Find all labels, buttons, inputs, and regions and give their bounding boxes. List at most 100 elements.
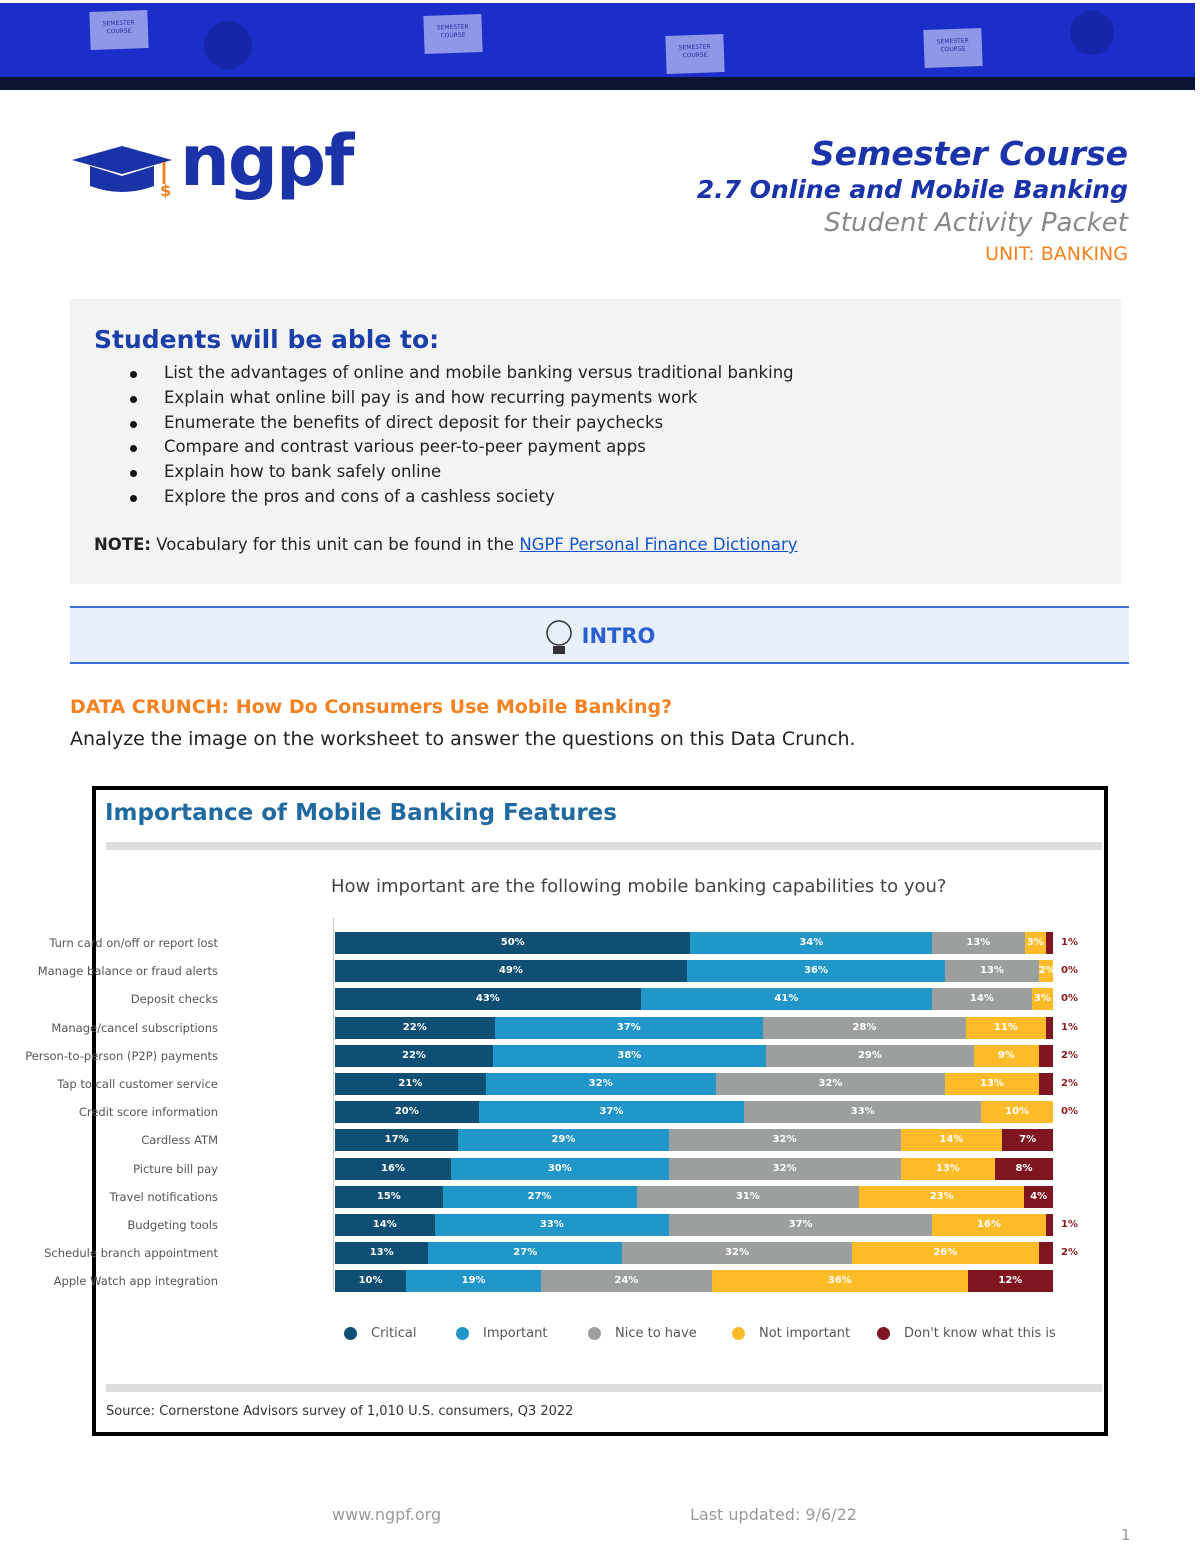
bar-segment: 36%	[686, 960, 946, 983]
ngpf-logo: $ ngpf	[72, 126, 355, 198]
gauge-icon	[204, 21, 252, 69]
data-label: 0%	[1061, 965, 1078, 977]
chart-subtitle: How important are the following mobile b…	[331, 876, 947, 897]
dictionary-link[interactable]: NGPF Personal Finance Dictionary	[519, 535, 798, 554]
bar-segment: 16%	[932, 1214, 1046, 1236]
bar-segment: 27%	[442, 1185, 637, 1208]
list-item: Explore the pros and cons of a cashless …	[130, 485, 794, 510]
category-label: Manage balance or fraud alerts	[37, 964, 218, 979]
bar-segment: 20%	[335, 1101, 479, 1124]
data-label: 0%	[1061, 993, 1078, 1005]
category-label: Budgeting tools	[127, 1218, 218, 1232]
bar-segment: 32%	[715, 1073, 946, 1095]
bar-segment: 43%	[335, 988, 641, 1011]
list-item: List the advantages of online and mobile…	[130, 361, 794, 386]
lesson-title: 2.7 Online and Mobile Banking	[696, 175, 1128, 204]
legend-item: Critical	[344, 1326, 416, 1341]
bar-segment: 32%	[668, 1129, 901, 1152]
bar-segment: 23%	[859, 1185, 1025, 1208]
objectives-list: List the advantages of online and mobile…	[130, 361, 794, 510]
banner-note: SEMESTER COURSE	[423, 13, 483, 55]
category-label: Person-to-person (P2P) payments	[25, 1048, 218, 1063]
data-crunch-title: DATA CRUNCH: How Do Consumers Use Mobile…	[70, 696, 673, 718]
legend-item: Not important	[732, 1326, 850, 1341]
axis-line	[333, 918, 334, 1290]
note-text: Vocabulary for this unit can be found in…	[150, 535, 520, 554]
list-item: Explain how to bank safely online	[130, 460, 794, 485]
legend-swatch	[344, 1327, 357, 1340]
legend-item: Nice to have	[588, 1326, 697, 1341]
legend-label: Important	[483, 1326, 548, 1341]
legend-label: Don't know what this is	[904, 1326, 1056, 1341]
bar-segment	[1038, 1044, 1053, 1067]
banner-band	[0, 77, 1195, 90]
bar-segment: 32%	[668, 1157, 901, 1180]
bar-segment: 32%	[622, 1242, 852, 1265]
bar-segment: 14%	[900, 1129, 1003, 1152]
objectives-box: Students will be able to: List the advan…	[70, 299, 1121, 584]
objectives-title: Students will be able to:	[94, 325, 440, 354]
legend-swatch	[456, 1327, 469, 1340]
bar-segment	[1045, 1214, 1053, 1236]
banner-note: SEMESTER COURSE	[89, 9, 149, 51]
svg-text:$: $	[160, 181, 171, 198]
course-title: Semester Course	[810, 134, 1128, 173]
bar-segment: 29%	[458, 1129, 669, 1152]
bar-segment: 28%	[762, 1016, 966, 1039]
bar-segment: 13%	[900, 1157, 995, 1180]
bar-segment: 13%	[335, 1242, 429, 1265]
bar-segment: 15%	[335, 1185, 443, 1208]
bar-segment: 41%	[640, 988, 933, 1011]
data-label: 2%	[1061, 1078, 1078, 1089]
bar-segment: 24%	[541, 1270, 712, 1293]
logo-text: ngpf	[180, 120, 355, 202]
category-label: Picture bill pay	[133, 1161, 218, 1176]
bar-segment: 36%	[711, 1270, 968, 1293]
bar-segment: 12%	[967, 1270, 1053, 1293]
footer-url: www.ngpf.org	[332, 1505, 442, 1524]
legend-swatch	[877, 1327, 890, 1340]
bar-segment: 14%	[932, 988, 1032, 1011]
footer-updated: Last updated: 9/6/22	[690, 1505, 857, 1524]
legend-swatch	[732, 1327, 745, 1340]
bar-segment: 37%	[494, 1016, 763, 1039]
category-label: Credit score information	[78, 1105, 218, 1120]
note-label: NOTE:	[94, 535, 151, 554]
data-label: 2%	[1061, 1247, 1078, 1259]
bar-segment: 27%	[428, 1242, 623, 1265]
packet-title: Student Activity Packet	[824, 208, 1128, 238]
category-label: Travel notifications	[109, 1189, 218, 1204]
legend-item: Don't know what this is	[877, 1326, 1056, 1341]
bar-segment: 33%	[744, 1101, 982, 1124]
list-item: Explain what online bill pay is and how …	[130, 386, 794, 411]
dollar-icon	[1070, 11, 1114, 55]
bar-segment	[1038, 1073, 1053, 1095]
bar-segment: 34%	[690, 932, 933, 954]
bar-segment: 31%	[636, 1185, 860, 1208]
bar-segment: 14%	[335, 1214, 435, 1236]
legend-label: Nice to have	[615, 1326, 697, 1341]
bar-segment: 29%	[765, 1044, 975, 1067]
bar-segment	[1038, 1242, 1053, 1265]
chart-title: Importance of Mobile Banking Features	[105, 800, 617, 826]
intro-section-header: INTRO	[70, 606, 1129, 664]
bar-segment: 21%	[335, 1073, 486, 1095]
divider	[106, 1384, 1102, 1392]
data-label: 1%	[1061, 1021, 1078, 1033]
legend-label: Not important	[759, 1326, 851, 1341]
data-label: 2%	[1061, 1049, 1078, 1061]
graduation-cap-icon: $	[72, 146, 172, 198]
bar-segment: 33%	[434, 1214, 670, 1236]
bar-segment: 3%	[1031, 988, 1053, 1011]
legend-item: Important	[456, 1326, 547, 1341]
bar-segment: 22%	[335, 1016, 495, 1039]
bar-segment: 9%	[974, 1044, 1039, 1067]
bar-segment: 3%	[1024, 932, 1046, 954]
bar-segment: 38%	[492, 1044, 766, 1067]
chart-source: Source: Cornerstone Advisors survey of 1…	[106, 1404, 574, 1419]
bar-segment: 49%	[335, 960, 687, 983]
bar-segment: 7%	[1002, 1129, 1053, 1152]
category-label: Schedule branch appointment	[44, 1246, 218, 1261]
category-label: Tap to call customer service	[57, 1077, 218, 1091]
header-banner: SEMESTER COURSE SEMESTER COURSE SEMESTER…	[0, 3, 1195, 78]
